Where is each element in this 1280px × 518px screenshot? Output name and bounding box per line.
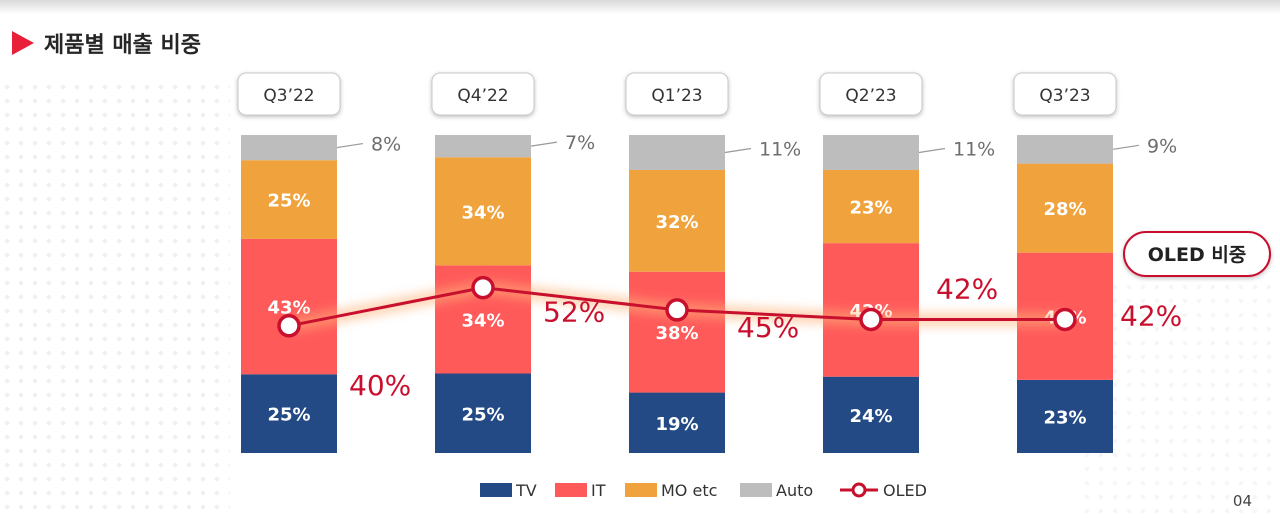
category-label-box — [1013, 72, 1117, 116]
category-label: Q2’23 — [845, 86, 896, 106]
oled-value-label: 45% — [737, 311, 799, 344]
legend-swatch-tv — [480, 483, 512, 497]
bar-value-label: 24% — [849, 406, 892, 427]
page-title-text: 제품별 매출 비중 — [44, 33, 201, 58]
bar-segment-tv — [435, 373, 531, 453]
bar-segment-auto — [1017, 135, 1113, 164]
bar-value-label: 32% — [655, 212, 698, 233]
bar-segment-tv — [241, 374, 337, 453]
legend-label: Auto — [776, 481, 813, 500]
dot-pattern-left — [0, 80, 230, 518]
legend-label: TV — [515, 481, 537, 500]
bar-value-label-auto: 8% — [371, 134, 401, 156]
bar-value-label-auto: 11% — [953, 138, 995, 160]
oled-callout-box — [1123, 231, 1271, 277]
oled-callout-text: OLED 비중 — [1148, 244, 1247, 266]
oled-value-label: 42% — [936, 272, 998, 305]
bar-value-label-auto: 11% — [759, 138, 801, 160]
legend-swatch-oled-marker — [851, 482, 867, 498]
bar-value-label: 19% — [655, 414, 698, 435]
play-triangle-icon — [12, 31, 34, 55]
bar-value-label-auto: 9% — [1147, 135, 1177, 157]
bar-value-label-auto: 7% — [565, 132, 595, 154]
oled-point — [859, 307, 883, 332]
bar-value-label: 43% — [267, 298, 310, 319]
bar-value-label: 25% — [461, 404, 504, 425]
category-label: Q3’22 — [263, 86, 314, 106]
auto-leader-line — [336, 143, 364, 149]
bar-segment-mo-etc — [435, 157, 531, 266]
oled-point — [471, 275, 495, 300]
category-label-box — [625, 72, 729, 116]
bar-value-label: 23% — [849, 198, 892, 219]
bar-segment-auto — [435, 135, 531, 158]
bar-value-label: 23% — [1043, 407, 1086, 428]
bar-segment-mo-etc — [629, 169, 725, 272]
bar-value-label: 34% — [461, 202, 504, 223]
auto-leader-line — [530, 141, 558, 147]
bar-segment-auto — [629, 135, 725, 170]
legend-label: OLED — [883, 481, 927, 500]
oled-value-label: 40% — [349, 369, 411, 402]
dot-pattern-right — [1080, 280, 1280, 518]
bar-value-label: 25% — [267, 191, 310, 212]
bar-segment-tv — [823, 376, 919, 453]
oled-value-label: 42% — [1120, 299, 1182, 332]
page-number: 04 — [1232, 492, 1252, 510]
bar-value-label: 25% — [267, 405, 310, 426]
bar-segment-mo-etc — [241, 160, 337, 239]
legend-swatch-auto — [740, 483, 772, 497]
oled-value-label: 52% — [543, 296, 605, 329]
bar-value-label: 28% — [1043, 199, 1086, 220]
category-label: Q1’23 — [651, 86, 702, 106]
category-label: Q3’23 — [1039, 86, 1090, 106]
legend-label: MO etc — [661, 481, 717, 500]
category-label: Q4’22 — [457, 86, 508, 106]
bar-segment-tv — [629, 392, 725, 453]
bar-segment-it — [629, 271, 725, 393]
bar-value-label: 34% — [461, 310, 504, 331]
bar-segment-tv — [1017, 379, 1113, 453]
auto-leader-line — [724, 147, 752, 154]
page-title: 제품별 매출 비중 — [12, 28, 201, 58]
category-label-box — [431, 72, 535, 116]
oled-point — [665, 298, 689, 322]
top-shadow — [0, 0, 1280, 14]
oled-point — [277, 314, 301, 338]
bar-segment-auto — [241, 135, 337, 161]
oled-point — [1053, 307, 1077, 332]
auto-leader-line — [1112, 144, 1140, 150]
legend-swatch-mo-etc — [625, 483, 657, 497]
bar-segment-auto — [823, 135, 919, 170]
bar-segment-mo-etc — [823, 169, 919, 244]
category-label-box — [237, 72, 341, 116]
bar-segment-mo-etc — [1017, 163, 1113, 253]
category-label-box — [819, 72, 923, 116]
bar-segment-it — [241, 238, 337, 375]
legend-label: IT — [591, 481, 606, 500]
auto-leader-line — [918, 147, 946, 154]
bar-value-label: 38% — [655, 323, 698, 344]
legend-swatch-it — [555, 483, 587, 497]
